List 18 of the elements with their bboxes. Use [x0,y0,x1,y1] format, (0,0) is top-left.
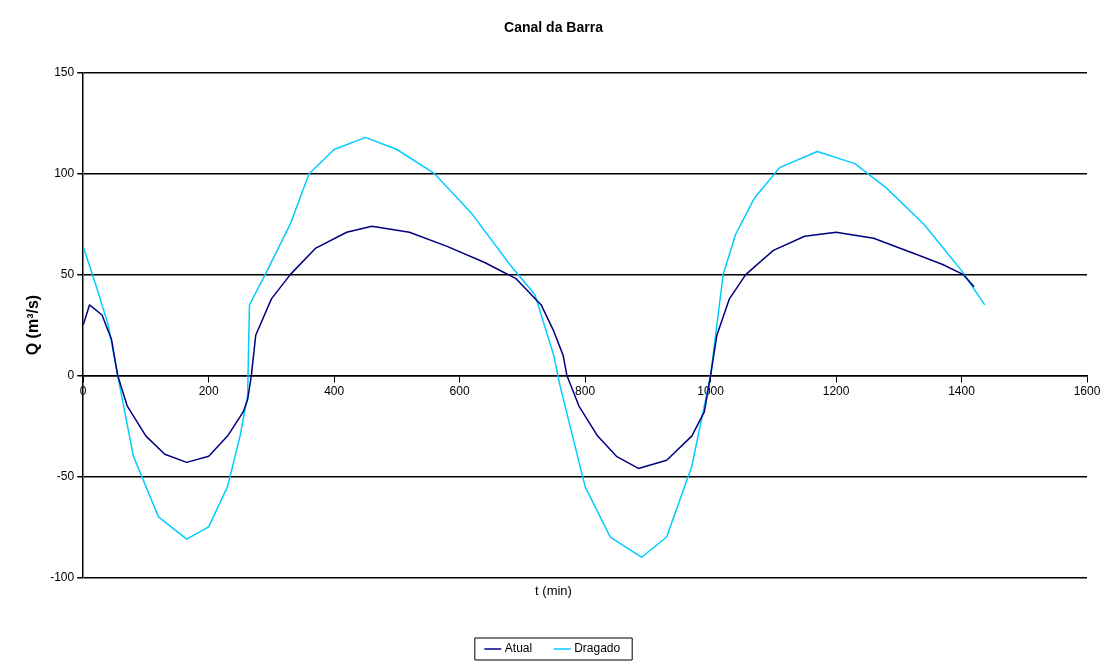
y-tick-label: 100 [54,166,75,181]
x-tick-label: 400 [324,384,345,399]
x-tick-label: 600 [449,384,470,399]
y-tick-label: 0 [67,367,75,382]
x-tick-label: 200 [198,384,220,399]
x-axis-title: t (min) [535,583,572,599]
x-tick-label: 1600 [1073,384,1101,399]
legend-label: Atual [504,641,533,656]
legend-label: Dragado [574,641,621,656]
x-tick-label: 1200 [822,384,850,399]
x-tick-label: 800 [575,384,596,399]
y-tick-label: 150 [54,65,75,80]
y-axis-title: Q (m³/s) [24,294,42,356]
x-tick-label: 1400 [948,384,976,399]
chart-title: Canal da Barra [504,19,604,36]
y-tick-label: -100 [50,569,75,584]
y-tick-label: -50 [56,468,75,483]
y-tick-label: 50 [60,266,75,281]
